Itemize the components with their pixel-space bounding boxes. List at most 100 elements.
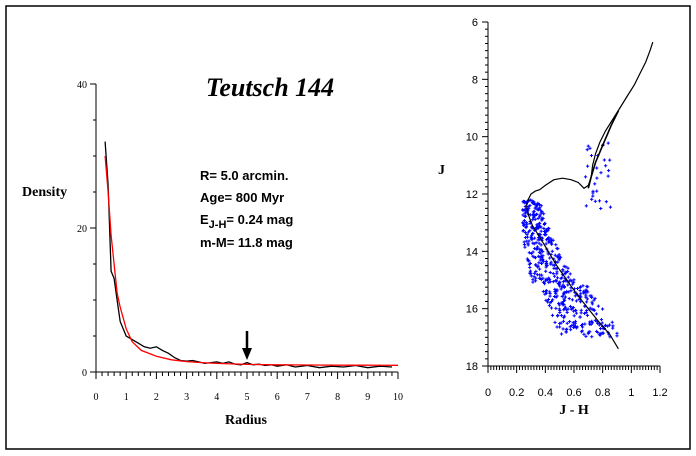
star-point [579,311,583,315]
radius-tick-label: 8 [335,392,340,403]
star-point [584,289,589,293]
star-point [536,202,540,206]
star-point [584,334,588,338]
star-point [592,298,596,302]
star-point [536,265,540,269]
star-point [544,298,548,302]
star-point [586,164,590,168]
star-point [562,264,566,268]
star-point [539,204,543,208]
star-point [557,303,561,307]
star-point [585,300,589,304]
star-point [538,258,542,262]
star-point [529,251,533,256]
radius-tick-label: 6 [275,392,280,403]
star-point [615,331,619,335]
jh-tick-label: 1.2 [652,387,667,399]
star-point [572,314,576,318]
density-tick-label: 20 [77,224,87,235]
radius-axis-label: Radius [225,413,268,428]
jh-axis-label: J - H [559,403,589,418]
star-point [550,313,555,317]
star-point [536,216,540,221]
star-point [574,299,579,303]
star-point [588,306,592,310]
star-point [544,265,548,269]
star-point [597,333,602,337]
j-tick-label: 6 [472,17,478,29]
star-point [567,296,571,301]
star-point [590,335,594,339]
star-point [597,199,602,203]
reddening-subscript: J-H [209,219,227,231]
star-point [566,266,570,270]
star-point [564,327,568,332]
star-point [580,329,584,333]
star-point [530,199,534,203]
star-point [586,144,590,148]
density-axis-label: Density [22,185,67,200]
star-point [577,297,581,302]
star-point [604,200,608,204]
star-point [533,206,537,210]
chart-title: Teutsch 144 [206,73,334,102]
density-tick-label: 0 [82,368,87,379]
star-point [537,207,541,211]
star-point [527,239,531,243]
density-profile-chart: Teutsch 144 Density Radius 0 1 2 3 4 5 6 7 8 9 10 0… [22,73,403,428]
j-tick-label: 14 [466,246,478,258]
star-point [535,204,539,208]
radius-tick-label: 9 [365,392,370,403]
star-point [599,318,604,322]
star-point [537,247,541,251]
star-point [522,223,527,227]
star-point [604,164,608,168]
jh-tick-label: 0.8 [595,387,610,399]
star-point [606,174,610,178]
star-point [581,291,586,295]
jh-tick-label: 0.6 [566,387,581,399]
star-point [534,247,538,251]
star-point [551,280,555,284]
star-point [581,284,585,288]
star-point [569,289,573,293]
star-point [526,259,530,263]
j-tick-label: 18 [466,361,478,373]
jh-tick-label: 0.2 [509,387,524,399]
star-point [530,233,534,237]
j-tick-label: 12 [466,189,478,201]
king-profile-fit-line [104,155,399,366]
star-point [549,242,554,246]
star-point [544,269,548,273]
star-point [574,308,578,313]
star-point [552,294,557,299]
star-point [528,269,532,273]
star-point [558,308,562,313]
star-point [559,287,563,291]
star-point [535,245,540,249]
star-point [542,282,547,286]
star-point [590,197,594,201]
star-point [528,271,532,275]
star-point [533,256,538,260]
star-point [529,235,533,239]
star-point [539,249,543,253]
star-point [532,209,536,213]
star-point [559,321,563,325]
star-point [551,271,555,276]
star-point [545,278,550,282]
star-point [578,288,582,293]
star-point [537,241,541,245]
star-point [595,176,599,180]
star-point [555,246,559,250]
star-point [531,280,535,284]
star-point [539,251,543,255]
star-point [591,189,595,193]
star-point [543,292,547,296]
star-point [548,262,553,266]
star-point [524,210,528,214]
star-point [606,141,610,145]
star-point [539,243,543,247]
star-point [542,212,546,216]
